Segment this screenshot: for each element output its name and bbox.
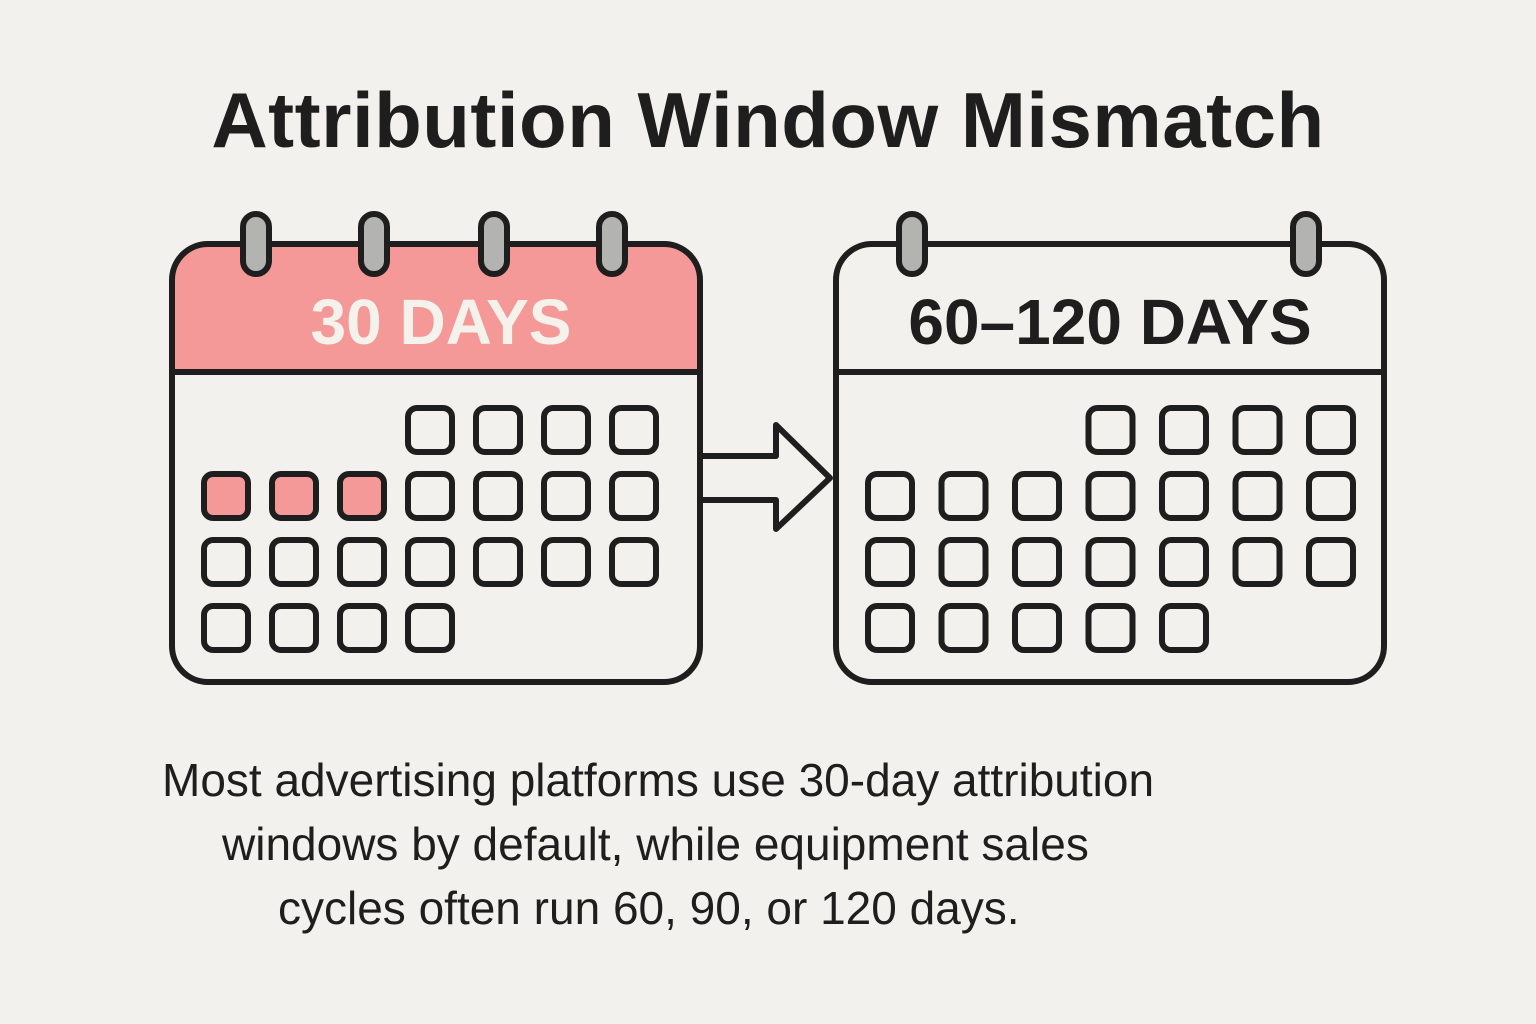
day-cell: [473, 471, 523, 521]
day-cell: [1306, 471, 1356, 521]
day-cell: [337, 537, 387, 587]
day-cell: [609, 537, 659, 587]
day-cell-highlighted: [201, 471, 251, 521]
day-grid: [865, 405, 1356, 653]
binder-rings: [896, 211, 1322, 277]
day-cell: [1085, 603, 1136, 653]
day-cell: [609, 471, 659, 521]
calendar-60-120-days: 60–120 DAYS: [833, 211, 1387, 685]
day-cell-highlighted: [337, 471, 387, 521]
day-cell: [541, 405, 591, 455]
day-cell: [865, 537, 915, 587]
calendar-label: 60–120 DAYS: [908, 286, 1311, 358]
binder-ring-icon: [896, 211, 928, 277]
binder-rings: [240, 211, 628, 277]
binder-ring-icon: [596, 211, 628, 277]
binder-ring-icon: [240, 211, 272, 277]
binder-ring-icon: [1290, 211, 1322, 277]
day-cell: [405, 537, 455, 587]
day-cell: [1232, 405, 1283, 455]
page-title: Attribution Window Mismatch: [211, 76, 1325, 164]
day-cell: [938, 471, 989, 521]
day-cell: [1232, 471, 1283, 521]
day-cell: [1085, 471, 1136, 521]
day-cell: [269, 603, 319, 653]
day-cell: [541, 471, 591, 521]
day-cell: [1085, 537, 1136, 587]
calendar-label: 30 DAYS: [311, 286, 572, 358]
day-cell: [1159, 537, 1209, 587]
calendar-header-fill: [172, 244, 700, 372]
day-cell: [865, 471, 915, 521]
day-cell: [337, 603, 387, 653]
day-cell: [1012, 603, 1062, 653]
caption: Most advertising platforms use 30-day at…: [0, 748, 1536, 940]
day-cell: [201, 537, 251, 587]
day-cell: [938, 603, 989, 653]
day-cell: [1159, 603, 1209, 653]
day-cell: [1232, 537, 1283, 587]
calendar-body-outline: [169, 241, 703, 685]
day-cell: [405, 405, 455, 455]
day-cell: [1159, 471, 1209, 521]
day-grid: [201, 405, 659, 653]
day-cell: [1306, 537, 1356, 587]
binder-ring-icon: [478, 211, 510, 277]
day-cell: [1159, 405, 1209, 455]
day-cell: [201, 603, 251, 653]
day-cell: [1085, 405, 1136, 455]
binder-ring-icon: [358, 211, 390, 277]
arrow-right-icon: [703, 422, 833, 532]
day-cell: [405, 471, 455, 521]
caption-line-3: cycles often run 60, 90, or 120 days.: [278, 882, 1020, 934]
day-cell: [473, 537, 523, 587]
day-cell: [1306, 405, 1356, 455]
day-cell: [1012, 537, 1062, 587]
caption-line-1: Most advertising platforms use 30-day at…: [162, 754, 1155, 806]
day-cell: [1012, 471, 1062, 521]
day-cell: [541, 537, 591, 587]
day-cell: [938, 537, 989, 587]
day-cell: [609, 405, 659, 455]
caption-line-2: windows by default, while equipment sale…: [222, 818, 1089, 870]
calendar-30-days: 30 DAYS: [169, 211, 703, 685]
calendar-body-outline: [833, 241, 1387, 685]
day-cell: [865, 603, 915, 653]
day-cell: [473, 405, 523, 455]
day-cell: [269, 537, 319, 587]
day-cell-highlighted: [269, 471, 319, 521]
day-cell: [405, 603, 455, 653]
calendar-header-fill: [836, 244, 1384, 372]
